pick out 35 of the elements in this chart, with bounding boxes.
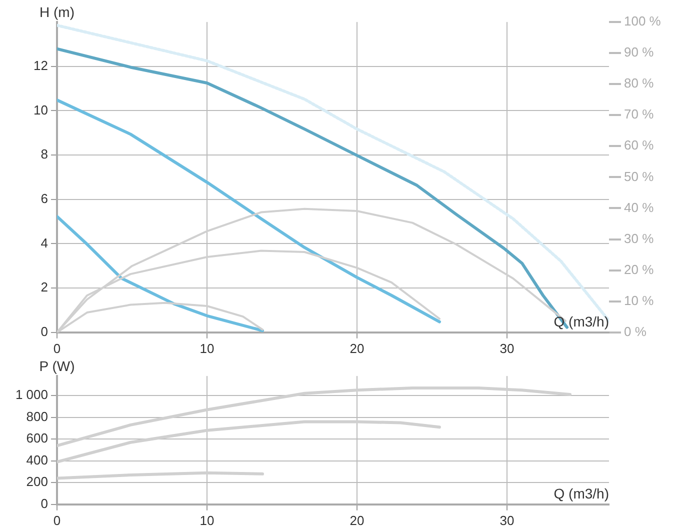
y-tick-label: 0 <box>40 496 48 511</box>
y-tick-label: 0 <box>40 324 48 339</box>
y-tick-label: 1 000 <box>15 387 48 402</box>
y-tick-label: 12 <box>34 58 48 73</box>
y-tick-label: 8 <box>40 146 48 162</box>
y-tick-label: 4 <box>40 235 48 250</box>
y2-tick-label: 0 % <box>624 324 647 339</box>
x-tick-label: 30 <box>500 512 514 528</box>
y-tick-label: 400 <box>26 452 48 468</box>
y-tick-label: 6 <box>40 190 48 206</box>
y2-tick-label: 90 % <box>624 44 654 60</box>
y2-tick-label: 10 % <box>624 292 654 308</box>
y-axis-title: P (W) <box>39 358 75 374</box>
y-axis-title: H (m) <box>40 4 74 20</box>
x-tick-label: 0 <box>53 512 61 528</box>
y2-tick-label: 70 % <box>624 106 654 122</box>
y-tick-label: 10 <box>34 102 48 118</box>
y-tick-label: 800 <box>26 408 48 424</box>
x-tick-label: 20 <box>350 512 364 528</box>
y2-tick-label: 50 % <box>624 168 654 184</box>
x-tick-label: 10 <box>200 512 214 528</box>
x-tick-label: 10 <box>200 340 214 356</box>
y2-tick-label: 80 % <box>624 76 654 91</box>
x-axis-title: Q (m3/h) <box>554 485 609 502</box>
y-tick-label: 2 <box>40 280 48 295</box>
y2-tick-label: 60 % <box>624 138 654 153</box>
y2-tick-label: 40 % <box>624 200 654 215</box>
y-tick-label: 200 <box>26 474 48 490</box>
x-tick-label: 30 <box>500 340 514 356</box>
y-tick-label: 600 <box>26 430 48 446</box>
x-tick-label: 0 <box>53 340 61 356</box>
y2-tick-label: 100 % <box>624 14 662 29</box>
x-tick-label: 20 <box>350 340 364 356</box>
y2-tick-label: 30 % <box>624 230 654 246</box>
y2-tick-label: 20 % <box>624 262 654 277</box>
